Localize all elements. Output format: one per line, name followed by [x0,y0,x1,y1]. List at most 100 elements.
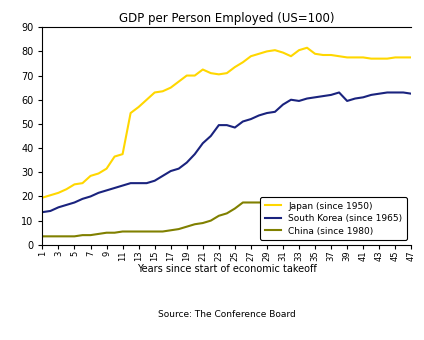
South Korea (since 1965) [112,186,117,190]
South Korea (since 1965) [361,95,366,99]
Japan (since 1950) [96,171,101,175]
South Korea (since 1965) [248,117,254,121]
South Korea (since 1965) [136,181,141,185]
China (since 1980) [152,230,157,234]
Japan (since 1950) [80,181,85,185]
China (since 1980) [40,234,45,238]
Japan (since 1950) [304,46,310,50]
China (since 1980) [128,230,133,234]
X-axis label: Years since start of economic takeoff: Years since start of economic takeoff [137,264,317,274]
South Korea (since 1965) [128,181,133,185]
China (since 1980) [80,233,85,237]
South Korea (since 1965) [120,184,125,188]
Japan (since 1950) [72,182,77,186]
China (since 1980) [216,214,221,218]
China (since 1980) [104,231,109,235]
Japan (since 1950) [176,80,181,84]
China (since 1980) [112,231,117,235]
Text: Source: The Conference Board: Source: The Conference Board [158,310,296,319]
Japan (since 1950) [257,52,262,56]
Japan (since 1950) [401,55,406,59]
China (since 1980) [176,227,181,231]
Japan (since 1950) [56,191,61,195]
South Korea (since 1965) [265,111,270,115]
South Korea (since 1965) [192,152,197,156]
China (since 1980) [240,201,245,205]
South Korea (since 1965) [96,191,101,195]
Japan (since 1950) [312,52,318,56]
Line: Japan (since 1950): Japan (since 1950) [42,48,411,198]
Japan (since 1950) [40,195,45,200]
China (since 1980) [136,230,141,234]
Japan (since 1950) [329,53,334,57]
China (since 1980) [56,234,61,238]
Japan (since 1950) [296,48,301,52]
South Korea (since 1965) [168,169,173,173]
Japan (since 1950) [112,154,117,158]
South Korea (since 1965) [160,174,165,178]
China (since 1980) [88,233,93,237]
South Korea (since 1965) [272,110,277,114]
Japan (since 1950) [136,105,141,109]
Japan (since 1950) [88,174,93,178]
South Korea (since 1965) [304,97,310,101]
South Korea (since 1965) [280,103,285,107]
Line: South Korea (since 1965): South Korea (since 1965) [42,92,411,212]
South Korea (since 1965) [345,99,350,103]
China (since 1980) [72,234,77,238]
South Korea (since 1965) [393,90,398,95]
Japan (since 1950) [216,72,221,76]
South Korea (since 1965) [80,197,85,201]
Japan (since 1950) [353,55,358,59]
China (since 1980) [200,221,205,225]
Japan (since 1950) [152,90,157,95]
South Korea (since 1965) [353,97,358,101]
Japan (since 1950) [128,111,133,115]
Japan (since 1950) [288,54,293,58]
South Korea (since 1965) [337,90,342,95]
Japan (since 1950) [385,56,390,61]
Legend: Japan (since 1950), South Korea (since 1965), China (since 1980): Japan (since 1950), South Korea (since 1… [260,197,407,240]
Japan (since 1950) [409,55,414,59]
Japan (since 1950) [160,89,165,93]
Japan (since 1950) [248,54,254,58]
Japan (since 1950) [208,71,213,75]
Japan (since 1950) [361,55,366,59]
South Korea (since 1965) [321,94,326,98]
Japan (since 1950) [377,56,382,61]
China (since 1980) [160,230,165,234]
Japan (since 1950) [168,86,173,90]
South Korea (since 1965) [312,95,318,99]
Japan (since 1950) [200,67,205,71]
South Korea (since 1965) [385,90,390,95]
Japan (since 1950) [64,187,69,191]
South Korea (since 1965) [200,141,205,145]
Japan (since 1950) [393,55,398,59]
South Korea (since 1965) [368,93,374,97]
South Korea (since 1965) [64,203,69,207]
Japan (since 1950) [144,98,149,102]
Japan (since 1950) [265,49,270,53]
Title: GDP per Person Employed (US=100): GDP per Person Employed (US=100) [119,12,335,24]
South Korea (since 1965) [144,181,149,185]
South Korea (since 1965) [296,99,301,103]
South Korea (since 1965) [208,134,213,138]
South Korea (since 1965) [40,210,45,214]
China (since 1980) [248,201,254,205]
Japan (since 1950) [192,73,197,78]
South Korea (since 1965) [88,194,93,199]
Japan (since 1950) [224,71,229,75]
South Korea (since 1965) [288,98,293,102]
Line: China (since 1980): China (since 1980) [42,203,267,236]
South Korea (since 1965) [152,179,157,183]
China (since 1980) [192,222,197,226]
Japan (since 1950) [104,167,109,171]
South Korea (since 1965) [257,114,262,118]
China (since 1980) [144,230,149,234]
China (since 1980) [232,206,237,210]
South Korea (since 1965) [72,201,77,205]
South Korea (since 1965) [56,205,61,209]
South Korea (since 1965) [240,119,245,123]
South Korea (since 1965) [224,123,229,127]
South Korea (since 1965) [184,160,189,165]
